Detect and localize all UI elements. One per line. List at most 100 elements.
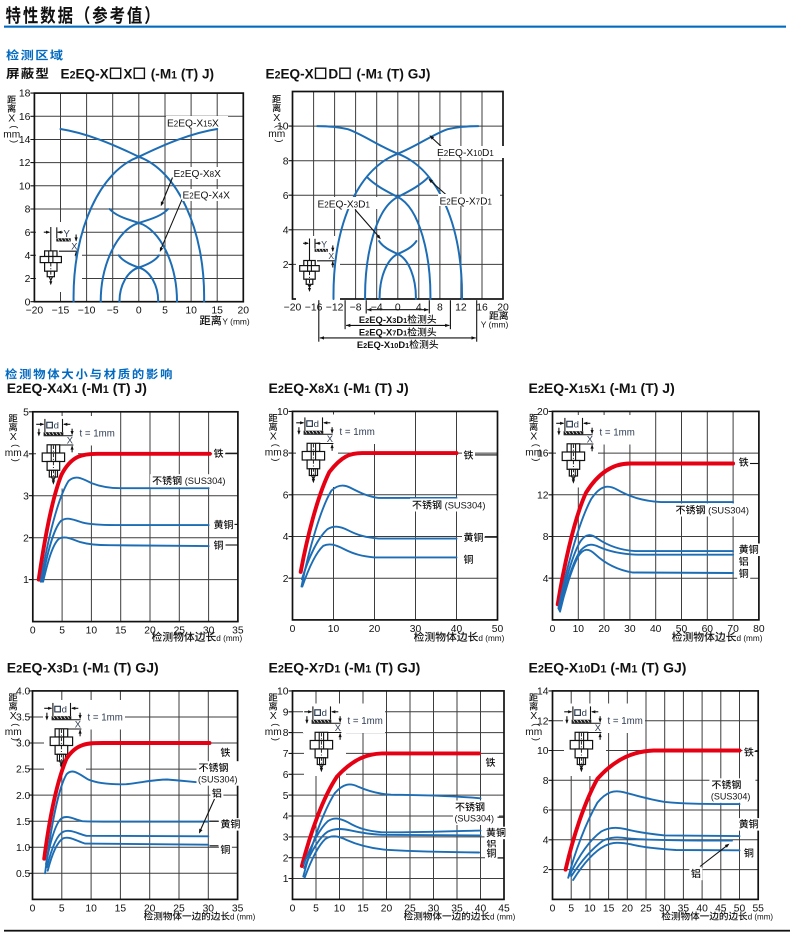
svg-text:2: 2 [446, 197, 451, 206]
svg-text:Q: Q [373, 339, 380, 350]
svg-text:30: 30 [203, 903, 215, 914]
svg-text:): ) [655, 660, 660, 676]
svg-text:2: 2 [538, 384, 544, 396]
svg-text:-: - [348, 380, 353, 396]
svg-text:−20: −20 [284, 303, 302, 314]
svg-text:): ) [531, 458, 542, 461]
svg-text:Q: Q [201, 191, 209, 202]
svg-text:2: 2 [324, 201, 329, 210]
svg-text:): ) [270, 458, 281, 461]
svg-text:-: - [564, 380, 569, 396]
svg-text:X: X [386, 314, 393, 325]
svg-text:6: 6 [283, 770, 289, 781]
svg-text:4: 4 [56, 384, 62, 396]
svg-text:X: X [324, 380, 334, 396]
svg-text:70: 70 [727, 624, 739, 635]
svg-text:mm: mm [268, 129, 285, 140]
svg-text:E: E [7, 660, 16, 676]
svg-text:8: 8 [318, 384, 324, 396]
svg-text:mm: mm [3, 129, 20, 140]
svg-text:20: 20 [369, 624, 381, 635]
svg-text:): ) [10, 738, 21, 741]
svg-text:45: 45 [715, 903, 727, 914]
svg-text:3.5: 3.5 [16, 713, 31, 724]
svg-text:(: ( [610, 380, 615, 396]
svg-text:(: ( [610, 660, 615, 676]
svg-text:J: J [202, 67, 210, 82]
svg-text:G: G [408, 67, 419, 82]
svg-text:G: G [663, 660, 674, 676]
svg-text:7: 7 [318, 664, 324, 676]
svg-text:−20: −20 [26, 306, 44, 317]
svg-text:5: 5 [23, 407, 29, 418]
svg-text:10: 10 [277, 687, 289, 698]
svg-text:10: 10 [85, 903, 97, 914]
svg-text:D: D [482, 148, 489, 159]
svg-text:1: 1 [600, 664, 606, 676]
svg-text:G: G [397, 660, 408, 676]
svg-text:-: - [349, 660, 354, 676]
svg-text:1: 1 [23, 575, 29, 586]
svg-text:4: 4 [283, 225, 289, 236]
svg-text:(: ( [531, 723, 542, 727]
svg-text:3: 3 [23, 491, 29, 502]
svg-text:12: 12 [455, 303, 467, 314]
svg-text:M: M [620, 660, 632, 676]
svg-text:−15: −15 [52, 306, 70, 317]
svg-text:E: E [529, 380, 538, 396]
svg-text:E: E [22, 380, 31, 396]
svg-text:E: E [529, 660, 538, 676]
svg-text:2: 2 [283, 574, 289, 585]
svg-text:(SUS304): (SUS304) [708, 506, 749, 516]
svg-text:Q: Q [185, 118, 193, 129]
svg-text:-: - [42, 660, 47, 676]
svg-text:E: E [357, 339, 363, 350]
svg-text:t = 1mm: t = 1mm [340, 427, 375, 438]
svg-text:T: T [391, 67, 400, 82]
svg-text:50: 50 [492, 624, 504, 635]
svg-text:2: 2 [543, 865, 549, 876]
svg-text:X: X [196, 118, 203, 129]
svg-text:t = 1mm: t = 1mm [608, 716, 643, 727]
svg-text:D: D [396, 327, 403, 338]
svg-text:d: d [582, 708, 587, 719]
svg-text:40: 40 [475, 903, 487, 914]
svg-text:X: X [590, 380, 600, 396]
svg-text:0: 0 [30, 626, 36, 637]
svg-text:-: - [155, 67, 160, 82]
svg-text:): ) [274, 139, 285, 142]
svg-text:M: M [354, 660, 366, 676]
svg-text:2: 2 [283, 853, 289, 864]
svg-text:X: X [270, 710, 277, 722]
svg-text:30: 30 [659, 903, 671, 914]
svg-text:E: E [544, 380, 553, 396]
svg-text:d (mm): d (mm) [230, 913, 256, 922]
svg-text:): ) [670, 380, 675, 396]
svg-text:X: X [203, 169, 210, 180]
svg-text:6: 6 [283, 490, 289, 501]
svg-text:E: E [22, 660, 31, 676]
svg-text:8: 8 [283, 156, 289, 167]
svg-text:4: 4 [543, 835, 549, 846]
svg-text:Q: Q [455, 148, 463, 159]
svg-text:1.5: 1.5 [16, 817, 31, 828]
svg-text:−16: −16 [305, 303, 323, 314]
svg-text:): ) [210, 67, 215, 82]
svg-text:X: X [75, 719, 81, 729]
svg-text:80: 80 [753, 624, 765, 635]
svg-text:d (mm): d (mm) [737, 634, 763, 643]
svg-text:M: M [91, 380, 103, 396]
svg-text:10: 10 [277, 122, 289, 133]
svg-text:10: 10 [328, 624, 340, 635]
svg-text:): ) [142, 380, 147, 396]
svg-text:1: 1 [103, 384, 109, 396]
svg-text:20: 20 [144, 626, 156, 637]
svg-text:5: 5 [568, 903, 574, 914]
svg-text:M: M [160, 67, 171, 82]
svg-text:X: X [10, 710, 17, 722]
svg-text:30: 30 [624, 624, 636, 635]
svg-text:0: 0 [550, 903, 556, 914]
svg-text:1: 1 [377, 70, 383, 82]
svg-text:): ) [270, 738, 281, 741]
svg-text:1: 1 [334, 384, 340, 396]
